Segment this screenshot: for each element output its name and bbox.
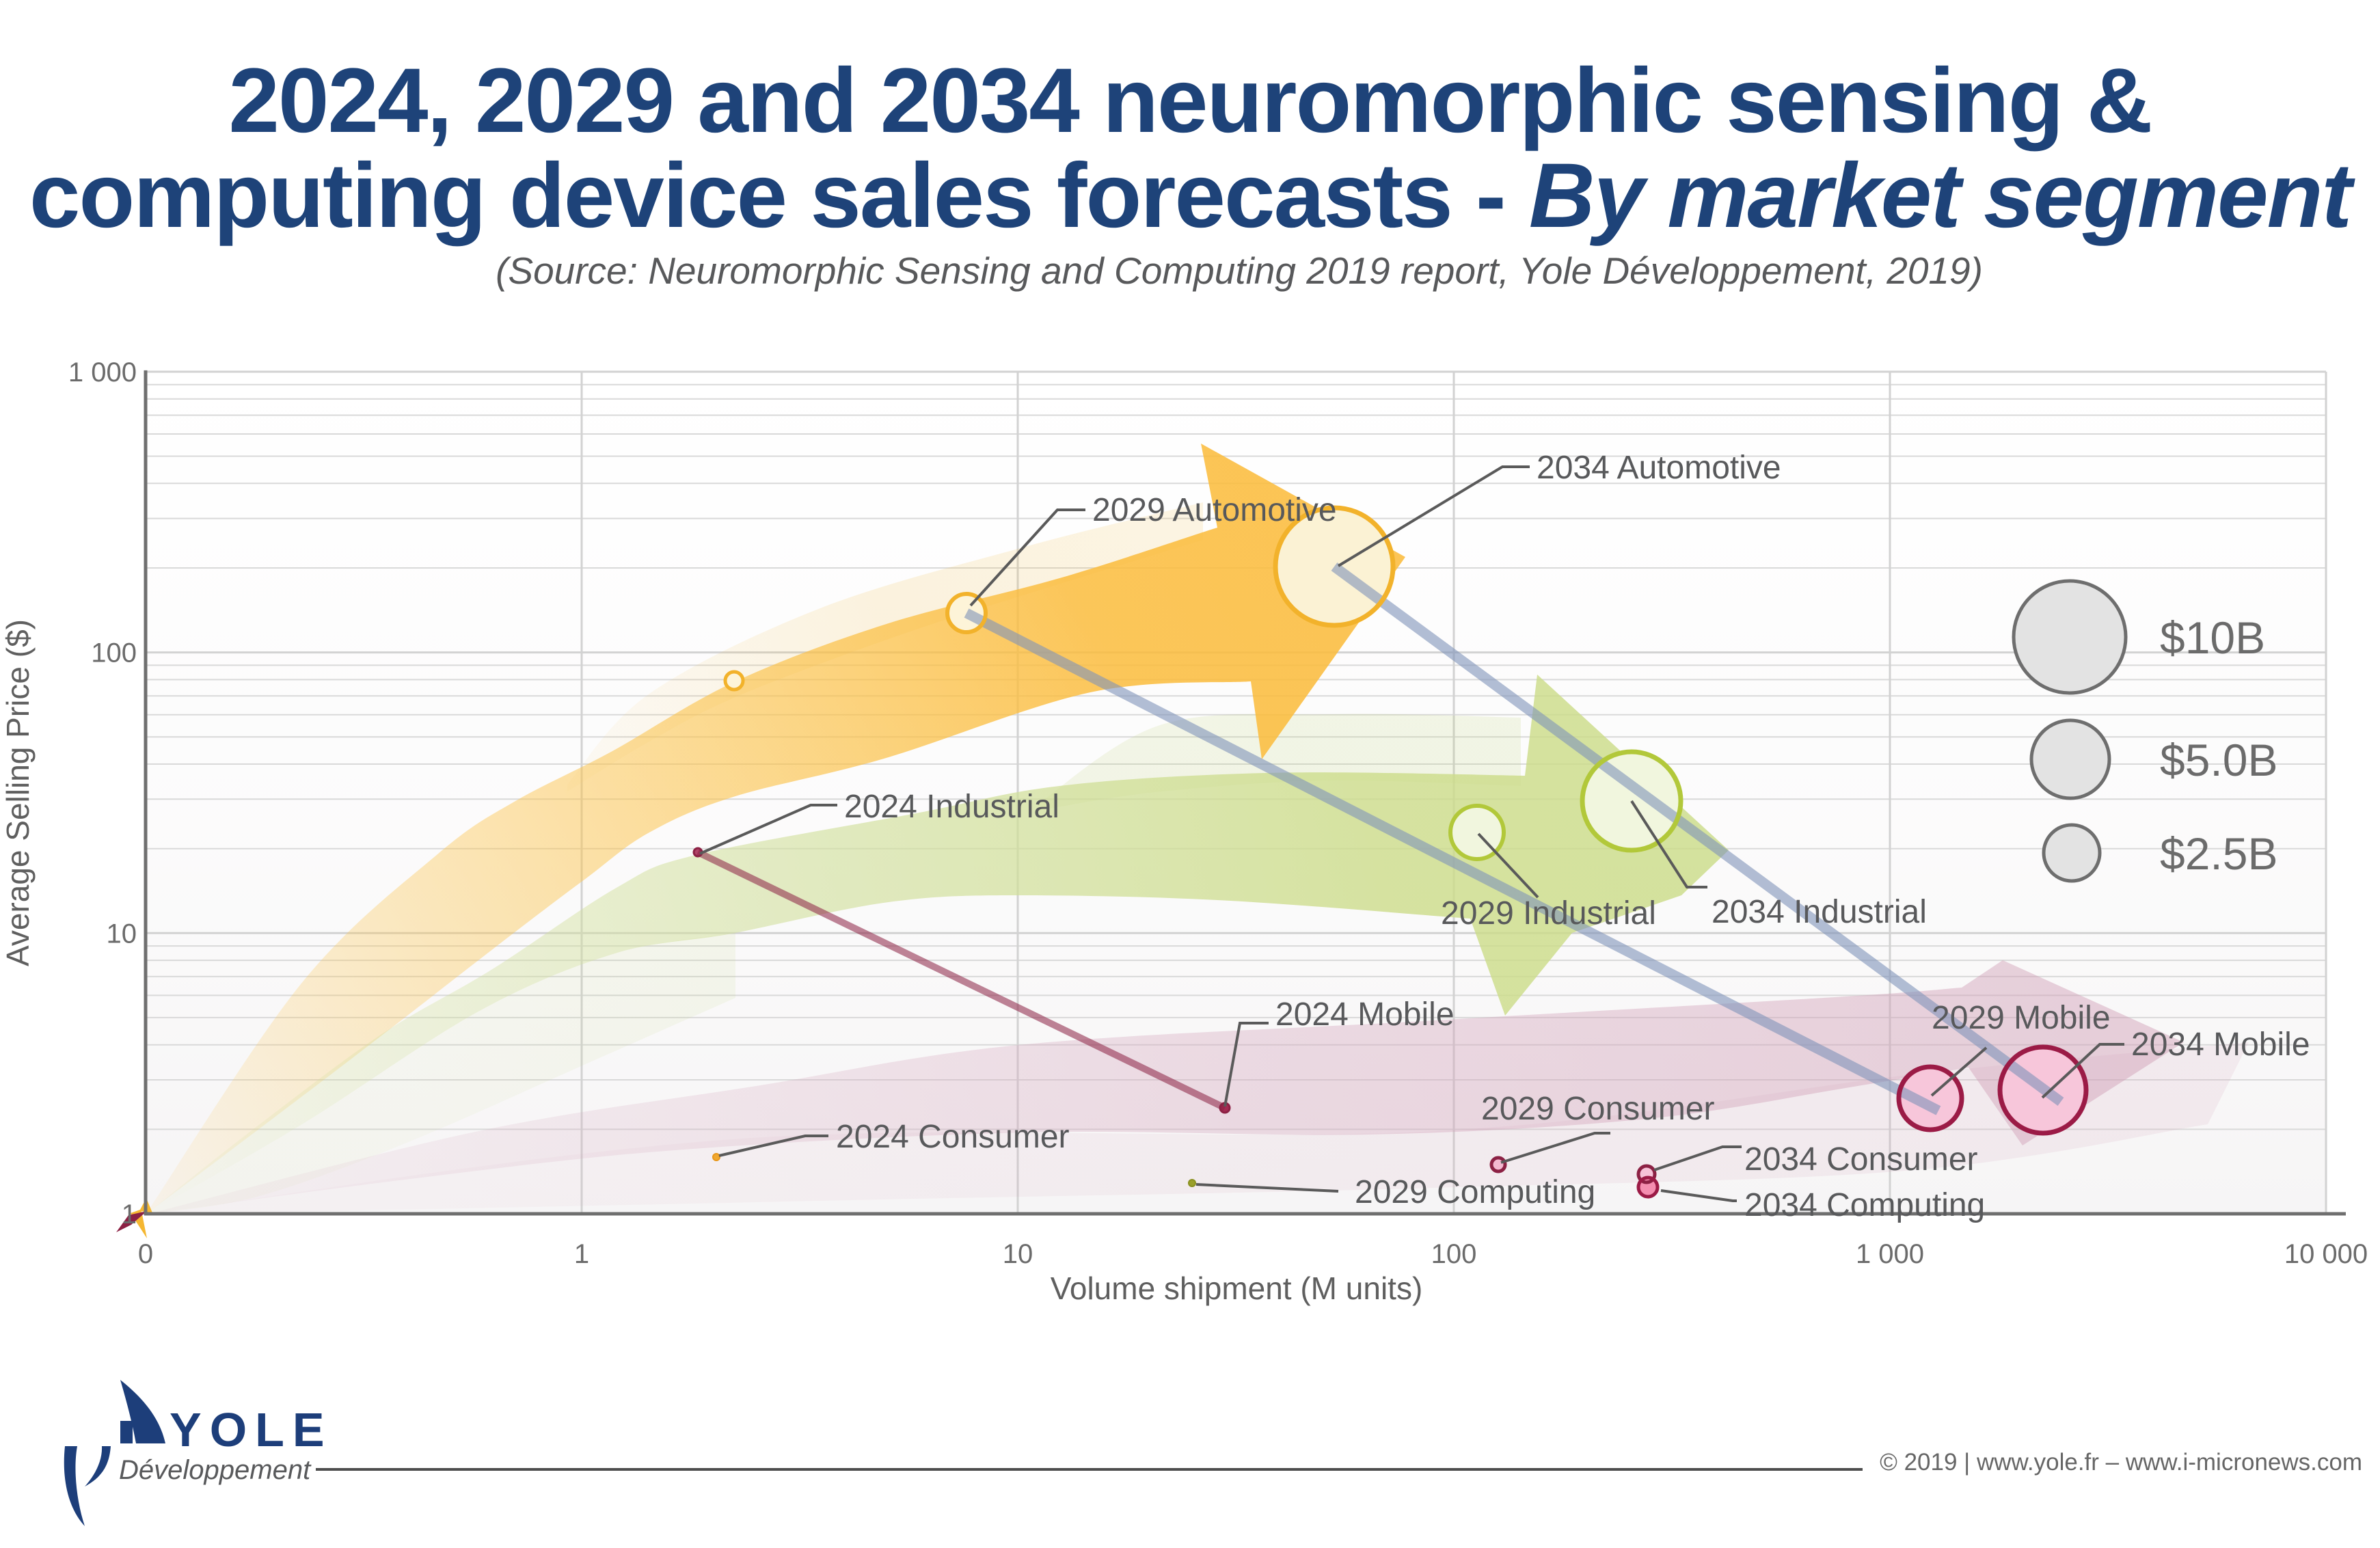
svg-text:$5.0B: $5.0B — [2160, 735, 2277, 785]
svg-text:1: 1 — [574, 1239, 589, 1269]
svg-text:2024 Consumer: 2024 Consumer — [836, 1119, 1070, 1155]
svg-text:YOLE: YOLE — [170, 1403, 333, 1456]
svg-text:0: 0 — [138, 1239, 153, 1269]
svg-text:2024 Mobile: 2024 Mobile — [1275, 996, 1455, 1033]
svg-text:10 000: 10 000 — [2284, 1239, 2368, 1269]
svg-text:100: 100 — [91, 638, 137, 668]
svg-text:2034 Industrial: 2034 Industrial — [1712, 894, 1927, 930]
svg-text:Volume shipment (M units): Volume shipment (M units) — [1051, 1271, 1423, 1306]
svg-text:100: 100 — [1431, 1239, 1477, 1269]
svg-text:2029 Industrial: 2029 Industrial — [1441, 895, 1656, 932]
svg-text:$2.5B: $2.5B — [2160, 828, 2277, 879]
svg-text:Développement: Développement — [119, 1455, 312, 1485]
svg-text:2034 Mobile: 2034 Mobile — [2131, 1027, 2310, 1063]
svg-text:2034 Automotive: 2034 Automotive — [1537, 450, 1781, 486]
svg-text:2029 Computing: 2029 Computing — [1355, 1174, 1595, 1210]
svg-text:2029 Consumer: 2029 Consumer — [1481, 1091, 1715, 1127]
svg-text:2034 Consumer: 2034 Consumer — [1744, 1141, 1978, 1178]
svg-text:1: 1 — [122, 1199, 137, 1230]
svg-text:1 000: 1 000 — [1856, 1239, 1924, 1269]
svg-text:$10B: $10B — [2160, 612, 2265, 663]
svg-text:10: 10 — [107, 919, 137, 949]
svg-text:2024 Industrial: 2024 Industrial — [844, 789, 1059, 825]
svg-text:2034 Computing: 2034 Computing — [1744, 1187, 1985, 1223]
svg-text:Average Selling Price ($): Average Selling Price ($) — [0, 619, 36, 966]
svg-text:1 000: 1 000 — [68, 357, 137, 388]
svg-text:2029 Automotive: 2029 Automotive — [1092, 492, 1337, 528]
svg-text:10: 10 — [1003, 1239, 1033, 1269]
svg-text:2029 Mobile: 2029 Mobile — [1932, 1000, 2111, 1036]
